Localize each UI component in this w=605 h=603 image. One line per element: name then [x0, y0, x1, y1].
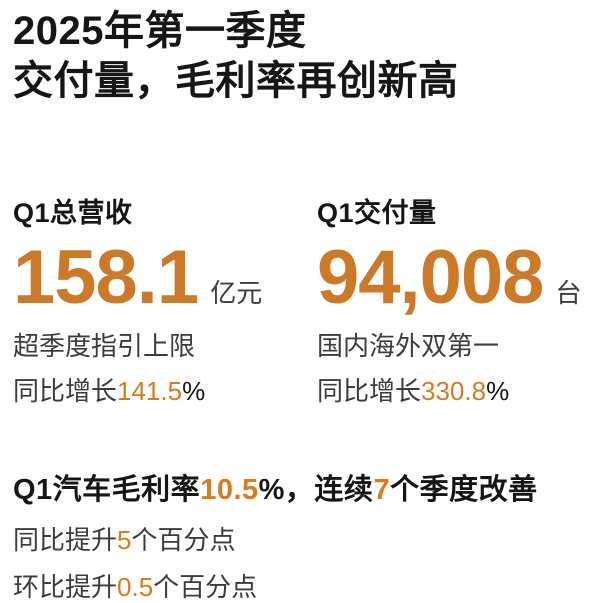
gross-margin-headline: Q1汽车毛利率10.5%，连续7个季度改善	[13, 471, 591, 509]
stat-revenue-value-row: 158.1 亿元	[13, 238, 317, 318]
stat-revenue-growth-prefix: 同比增长	[13, 376, 118, 406]
stat-revenue: Q1总营收 158.1 亿元 超季度指引上限 同比增长141.5%	[13, 196, 317, 407]
stat-deliveries-value: 94,008	[317, 235, 544, 320]
stat-revenue-value: 158.1	[13, 235, 199, 320]
stat-deliveries-growth-suffix: %	[486, 376, 510, 406]
stat-deliveries-growth-prefix: 同比增长	[317, 376, 422, 406]
stat-revenue-label: Q1总营收	[13, 198, 133, 228]
stat-deliveries-label: Q1交付量	[317, 198, 437, 228]
gross-margin-qoq-prefix: 环比提升	[13, 572, 118, 602]
stat-revenue-growth-value: 141.5	[117, 376, 183, 406]
gross-margin-yoy-suffix: 个百分点	[131, 525, 236, 555]
stat-revenue-unit: 亿元	[210, 278, 263, 308]
gross-margin-value: 10.5	[200, 474, 259, 506]
gross-margin-yoy-value: 5	[117, 525, 132, 555]
gross-margin-qoq-value: 0.5	[117, 572, 154, 602]
stat-revenue-growth-suffix: %	[182, 376, 206, 406]
gross-margin-yoy-prefix: 同比提升	[13, 525, 118, 555]
gross-margin-quarters-count: 7	[373, 474, 391, 506]
stat-revenue-growth: 同比增长141.5%	[13, 375, 317, 407]
stat-deliveries-unit: 台	[555, 278, 582, 308]
gross-margin-headline-text-2: %，连续	[258, 474, 374, 506]
stat-deliveries-growth-value: 330.8	[421, 376, 487, 406]
gross-margin-headline-text-3: 个季度改善	[390, 474, 538, 506]
gross-margin-section: Q1汽车毛利率10.5%，连续7个季度改善 同比提升5个百分点 环比提升0.5个…	[13, 471, 591, 603]
stats-row: Q1总营收 158.1 亿元 超季度指引上限 同比增长141.5% Q1交付量 …	[13, 196, 591, 407]
stat-deliveries-growth: 同比增长330.8%	[317, 375, 591, 407]
gross-margin-qoq-suffix: 个百分点	[153, 572, 258, 602]
stat-deliveries: Q1交付量 94,008 台 国内海外双第一 同比增长330.8%	[317, 196, 591, 407]
gross-margin-headline-text-1: Q1汽车毛利率	[13, 474, 201, 506]
gross-margin-qoq-line: 环比提升0.5个百分点	[13, 571, 591, 603]
title-line-2: 交付量，毛利率再创新高	[13, 59, 459, 103]
title-line-1: 2025年第一季度	[13, 9, 307, 53]
stat-revenue-note: 超季度指引上限	[13, 331, 196, 361]
stat-deliveries-value-row: 94,008 台	[317, 238, 591, 318]
stat-deliveries-note: 国内海外双第一	[317, 331, 500, 361]
page-title: 2025年第一季度 交付量，毛利率再创新高	[13, 6, 591, 106]
gross-margin-yoy-line: 同比提升5个百分点	[13, 524, 591, 556]
